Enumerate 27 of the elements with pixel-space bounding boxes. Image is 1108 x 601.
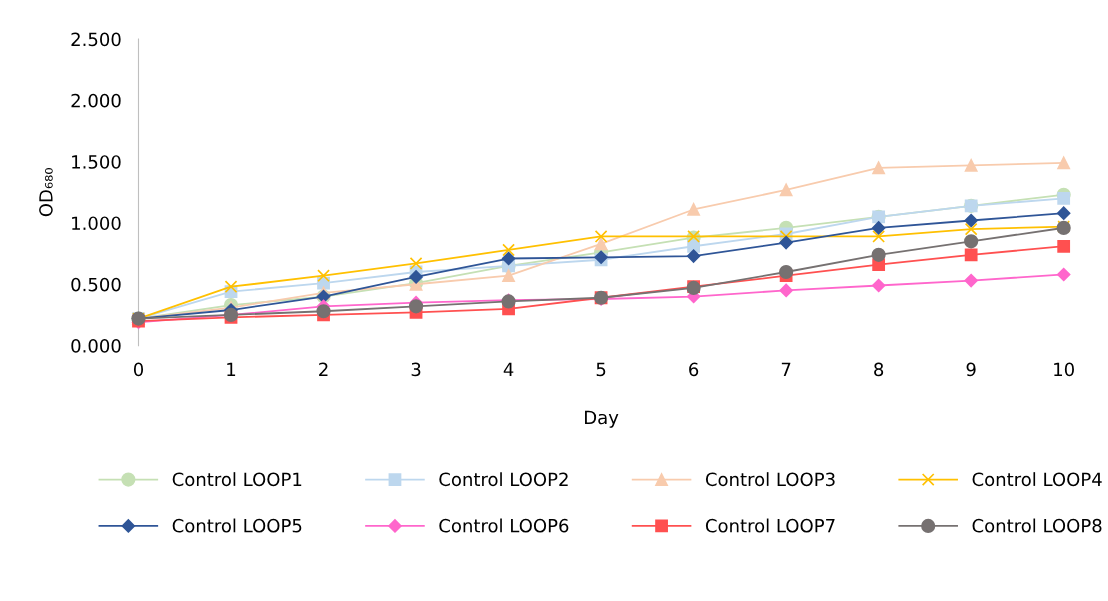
x-tick-label: 10 <box>1054 362 1074 377</box>
legend-label: Control LOOP7 <box>705 518 835 533</box>
x-tick-label: 7 <box>781 362 791 376</box>
legend-label: Control LOOP2 <box>439 472 568 487</box>
x-tick-label: 5 <box>596 362 606 377</box>
y-tick-label: 1.500 <box>72 155 121 169</box>
y-tick-label: 0.000 <box>71 339 121 353</box>
x-tick-label: 9 <box>966 362 976 377</box>
x-tick-label: 4 <box>503 362 514 376</box>
legend-label: Control LOOP3 <box>705 472 835 487</box>
legend-label: Control LOOP6 <box>439 518 569 533</box>
legend-label: Control LOOP1 <box>172 472 302 487</box>
y-tick-label: 0.500 <box>71 277 121 292</box>
x-tick-label: 8 <box>874 362 884 377</box>
y-tick-label: 2.500 <box>71 32 121 47</box>
y-axis-title: OD₆₈₀ <box>39 168 53 217</box>
legend-label: Control LOOP4 <box>972 472 1102 487</box>
x-tick-label: 0 <box>133 362 144 377</box>
legend-label: Control LOOP8 <box>972 518 1102 533</box>
x-tick-label: 6 <box>689 362 699 377</box>
x-tick-label: 3 <box>411 362 421 377</box>
legend-label: Control LOOP5 <box>172 518 302 533</box>
x-tick-label: 1 <box>227 362 236 376</box>
x-axis-title: Day <box>585 410 619 428</box>
y-tick-label: 2.000 <box>71 93 121 108</box>
x-tick-label: 2 <box>319 362 328 376</box>
y-tick-label: 1.000 <box>72 216 121 231</box>
